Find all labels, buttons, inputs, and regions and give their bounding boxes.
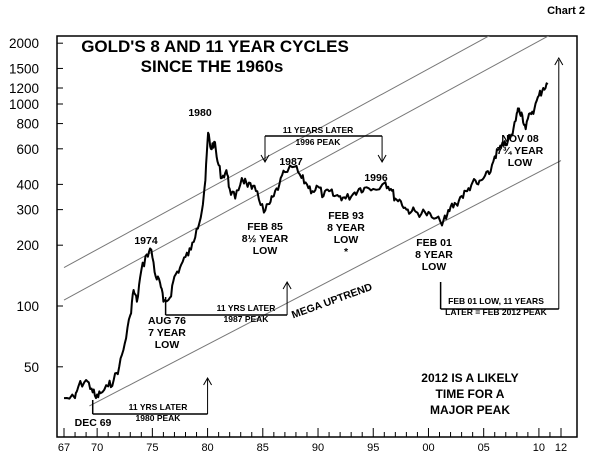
x-tick-label: 75 (146, 442, 158, 454)
annotation-label: NOV 08 7¾ YEAR LOW (497, 133, 544, 169)
annotation-label: DEC 69 (75, 417, 112, 429)
annotation-label: 11 YRS LATER 1987 PEAK (217, 303, 276, 324)
y-tick-label: 1500 (9, 61, 39, 76)
chart-subtitle: SINCE THE 1960s (141, 57, 284, 76)
annotation-label: 1974 (134, 235, 158, 247)
x-tick-label: 10 (533, 442, 545, 454)
channel-line (63, 36, 550, 301)
axes-layer: 67 70 75 80 85 90 95 00 05 10 12 50 100 200 300 400 600 8… (9, 35, 578, 454)
y-tick-label: 50 (24, 360, 39, 375)
y-tick-label: 600 (16, 142, 39, 157)
annotation-label: 1996 (364, 172, 388, 184)
arrow-down-icon (260, 154, 270, 164)
y-tick-label: 1000 (9, 97, 39, 112)
plot-frame (56, 35, 578, 438)
y-tick-label: 400 (16, 177, 39, 192)
x-tick-label: 90 (312, 442, 324, 454)
annotation-label: FEB 01 8 YEAR LOW (415, 237, 453, 273)
annotation-label: 2012 IS A LIKELY TIME FOR A MAJOR PEAK (421, 371, 518, 417)
arrow-up-icon (203, 376, 213, 386)
annotation-label: 11 YEARS LATER 1996 PEAK (283, 125, 354, 147)
annotation-label: 1987 (279, 156, 303, 168)
x-tick-label: 95 (367, 442, 379, 454)
series-layer (63, 82, 549, 400)
arrow-up-icon (554, 56, 564, 66)
chart-title: GOLD'S 8 AND 11 YEAR CYCLES (81, 37, 349, 56)
y-tick-label: 200 (16, 238, 39, 253)
y-tick-label: 300 (16, 203, 39, 218)
y-tick-label: 1200 (9, 81, 39, 96)
annotation-layer: 1980 1987 1974 1996 FEB 85 8½ YEAR LOW FEB 93 8 … (75, 107, 548, 429)
annotation-label: 11 YRS LATER 1980 PEAK (129, 402, 188, 423)
annotation-label: MEGA UPTREND (290, 281, 374, 321)
x-tick-label: 05 (478, 442, 490, 454)
annotation-label: AUG 76 7 YEAR LOW (148, 315, 186, 351)
y-tick-label: 100 (16, 299, 39, 314)
y-tick-label: 800 (16, 117, 39, 132)
x-tick-label: 00 (422, 442, 434, 454)
channel-lines (63, 36, 562, 407)
cycle-brackets (91, 56, 564, 415)
y-tick-label: 2000 (9, 36, 39, 51)
gold-price-line (63, 82, 549, 400)
annotation-label: FEB 93 8 YEAR LOW * (327, 210, 365, 258)
x-tick-label: 67 (58, 442, 70, 454)
chart-number-label: Chart 2 (547, 5, 585, 17)
arrow-up-icon (282, 280, 292, 290)
channel-line (63, 36, 490, 268)
x-tick-label: 80 (201, 442, 213, 454)
channel-line (89, 160, 562, 407)
arrow-down-icon (377, 154, 387, 164)
annotation-label: 1980 (188, 107, 212, 119)
x-tick-label: 12 (555, 442, 567, 454)
annotation-label: FEB 85 8½ YEAR LOW (242, 221, 289, 257)
x-tick-label: 70 (91, 442, 103, 454)
annotation-label: FEB 01 LOW, 11 YEARS LATER = FEB 2012 PEA… (445, 296, 547, 317)
x-tick-label: 85 (257, 442, 269, 454)
